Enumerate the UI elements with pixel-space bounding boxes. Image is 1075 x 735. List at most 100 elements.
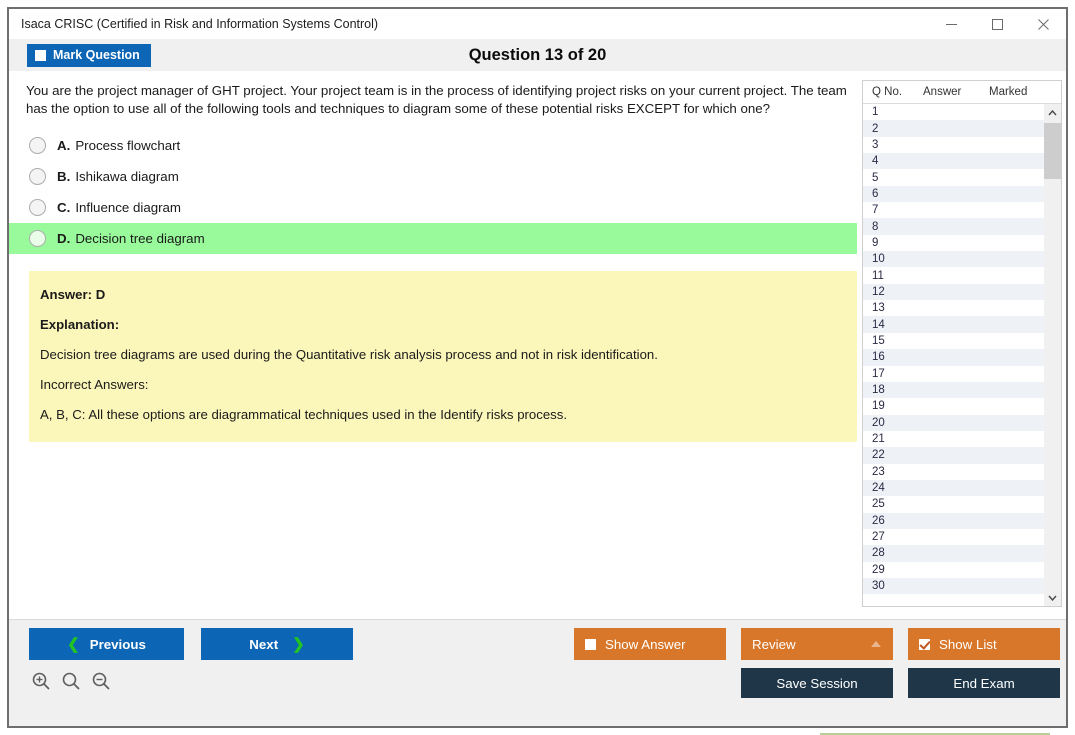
bottom-accent-line — [820, 733, 1050, 735]
question-list-row[interactable]: 3 — [863, 137, 1044, 153]
question-number-cell: 12 — [872, 285, 885, 298]
question-list-row[interactable]: 25 — [863, 496, 1044, 512]
option-text: Ishikawa diagram — [75, 169, 179, 184]
question-list-row[interactable]: 17 — [863, 366, 1044, 382]
radio-button-icon[interactable] — [29, 230, 46, 247]
option-letter: B. — [57, 169, 71, 184]
question-number-cell: 21 — [872, 433, 885, 446]
question-list-row[interactable]: 24 — [863, 479, 1044, 497]
mark-question-button[interactable]: Mark Question — [27, 43, 151, 67]
question-number-cell: 16 — [872, 351, 885, 364]
question-list-row[interactable]: 15 — [863, 333, 1044, 349]
question-list-scroll-wrap: 1 2 3 4 5 6 7 8 9 10 11 12 13 14 15 16 17 18 19 20 21 22 23 24 2… — [863, 104, 1061, 606]
question-list-row[interactable]: 23 — [863, 464, 1044, 480]
question-list-row[interactable]: 1 — [863, 104, 1044, 120]
title-bar: Isaca CRISC (Certified in Risk and Infor… — [9, 9, 1066, 39]
question-list-row[interactable]: 28 — [863, 545, 1044, 562]
show-list-checkbox-icon[interactable] — [919, 638, 930, 650]
question-number-cell: 26 — [872, 514, 885, 527]
question-list-row[interactable]: 13 — [863, 300, 1044, 316]
question-list-row[interactable]: 16 — [863, 349, 1044, 366]
chevron-up-icon — [871, 641, 881, 647]
zoom-reset-icon[interactable] — [61, 671, 81, 691]
question-list-rows: 1 2 3 4 5 6 7 8 9 10 11 12 13 14 15 16 17 18 19 20 21 22 23 24 2… — [863, 104, 1044, 606]
radio-button-icon[interactable] — [29, 168, 46, 185]
question-list-row[interactable]: 8 — [863, 218, 1044, 235]
zoom-in-icon[interactable] — [31, 671, 51, 691]
question-list-row[interactable]: 29 — [863, 562, 1044, 578]
show-list-label: Show List — [939, 636, 997, 652]
chevron-right-icon: ❯ — [292, 635, 305, 653]
question-list-row[interactable]: 20 — [863, 414, 1044, 431]
question-number-cell: 2 — [872, 122, 879, 135]
question-list-row[interactable]: 4 — [863, 153, 1044, 170]
scroll-down-icon[interactable] — [1044, 589, 1061, 606]
previous-button-label: Previous — [89, 636, 146, 652]
option-row[interactable]: D. Decision tree diagram — [9, 223, 857, 254]
question-list-row[interactable]: 11 — [863, 267, 1044, 283]
mark-question-label: Mark Question — [53, 48, 140, 62]
question-list-scrollbar[interactable] — [1044, 104, 1061, 606]
option-row[interactable]: C. Influence diagram — [9, 192, 857, 223]
question-text: You are the project manager of GHT proje… — [26, 83, 847, 116]
mark-question-checkbox-icon[interactable] — [35, 49, 46, 61]
application-window: Isaca CRISC (Certified in Risk and Infor… — [7, 7, 1068, 728]
next-button-label: Next — [249, 636, 279, 652]
options-list: A. Process flowchart B. Ishikawa diagram C. I… — [9, 130, 857, 254]
question-list-header: Q No. Answer Marked — [863, 81, 1061, 104]
show-answer-checkbox-icon[interactable] — [585, 638, 596, 650]
review-dropdown[interactable]: Review — [741, 628, 893, 660]
option-label: A. Process flowchart — [57, 138, 180, 153]
option-row[interactable]: B. Ishikawa diagram — [9, 161, 857, 192]
question-list-row[interactable]: 18 — [863, 381, 1044, 399]
maximize-icon[interactable] — [974, 9, 1020, 39]
chevron-left-icon: ❮ — [67, 635, 80, 653]
radio-button-icon[interactable] — [29, 137, 46, 154]
scroll-up-icon[interactable] — [1044, 104, 1061, 121]
option-label: C. Influence diagram — [57, 200, 181, 215]
question-list-row[interactable]: 14 — [863, 316, 1044, 333]
question-list-row[interactable]: 6 — [863, 185, 1044, 203]
question-list-row[interactable]: 2 — [863, 120, 1044, 137]
question-list-row[interactable]: 7 — [863, 202, 1044, 218]
option-row[interactable]: A. Process flowchart — [9, 130, 857, 161]
option-text: Influence diagram — [75, 200, 182, 215]
close-icon[interactable] — [1020, 9, 1066, 39]
question-list-row[interactable]: 12 — [863, 283, 1044, 301]
question-number-cell: 22 — [872, 449, 885, 462]
question-list-row[interactable]: 21 — [863, 431, 1044, 447]
explanation-panel: Answer: D Explanation: Decision tree dia… — [29, 271, 857, 442]
question-list-row[interactable]: 5 — [863, 169, 1044, 185]
question-list-row[interactable]: 27 — [863, 529, 1044, 545]
question-number-cell: 14 — [872, 318, 885, 331]
zoom-out-icon[interactable] — [91, 671, 111, 691]
question-number-cell: 11 — [872, 269, 884, 282]
scrollbar-thumb[interactable] — [1044, 123, 1061, 179]
option-letter: D. — [57, 231, 71, 246]
question-list-row[interactable]: 10 — [863, 251, 1044, 268]
radio-button-icon[interactable] — [29, 199, 46, 216]
save-session-label: Save Session — [776, 675, 858, 691]
question-number-cell: 19 — [872, 400, 885, 413]
save-session-button[interactable]: Save Session — [741, 668, 893, 698]
minimize-icon[interactable] — [928, 9, 974, 39]
show-answer-label: Show Answer — [605, 636, 686, 652]
question-number-cell: 28 — [872, 547, 885, 560]
previous-button[interactable]: ❮ Previous — [29, 628, 184, 660]
question-list-row[interactable]: 30 — [863, 577, 1044, 595]
question-list-row[interactable]: 19 — [863, 398, 1044, 414]
question-list-row[interactable]: 9 — [863, 235, 1044, 251]
question-number-cell: 29 — [872, 563, 885, 576]
question-number-cell: 25 — [872, 498, 885, 511]
question-list-row[interactable]: 26 — [863, 512, 1044, 529]
question-number-cell: 3 — [872, 138, 879, 151]
question-list-row[interactable]: 22 — [863, 447, 1044, 464]
next-button[interactable]: Next ❯ — [201, 628, 353, 660]
incorrect-answers-body: A, B, C: All these options are diagramma… — [40, 407, 568, 422]
explanation-label: Explanation: — [40, 317, 120, 332]
end-exam-button[interactable]: End Exam — [908, 668, 1060, 698]
question-number-cell: 6 — [872, 187, 879, 200]
show-list-button[interactable]: Show List — [908, 628, 1060, 660]
question-number-cell: 10 — [872, 253, 885, 266]
show-answer-button[interactable]: Show Answer — [574, 628, 726, 660]
